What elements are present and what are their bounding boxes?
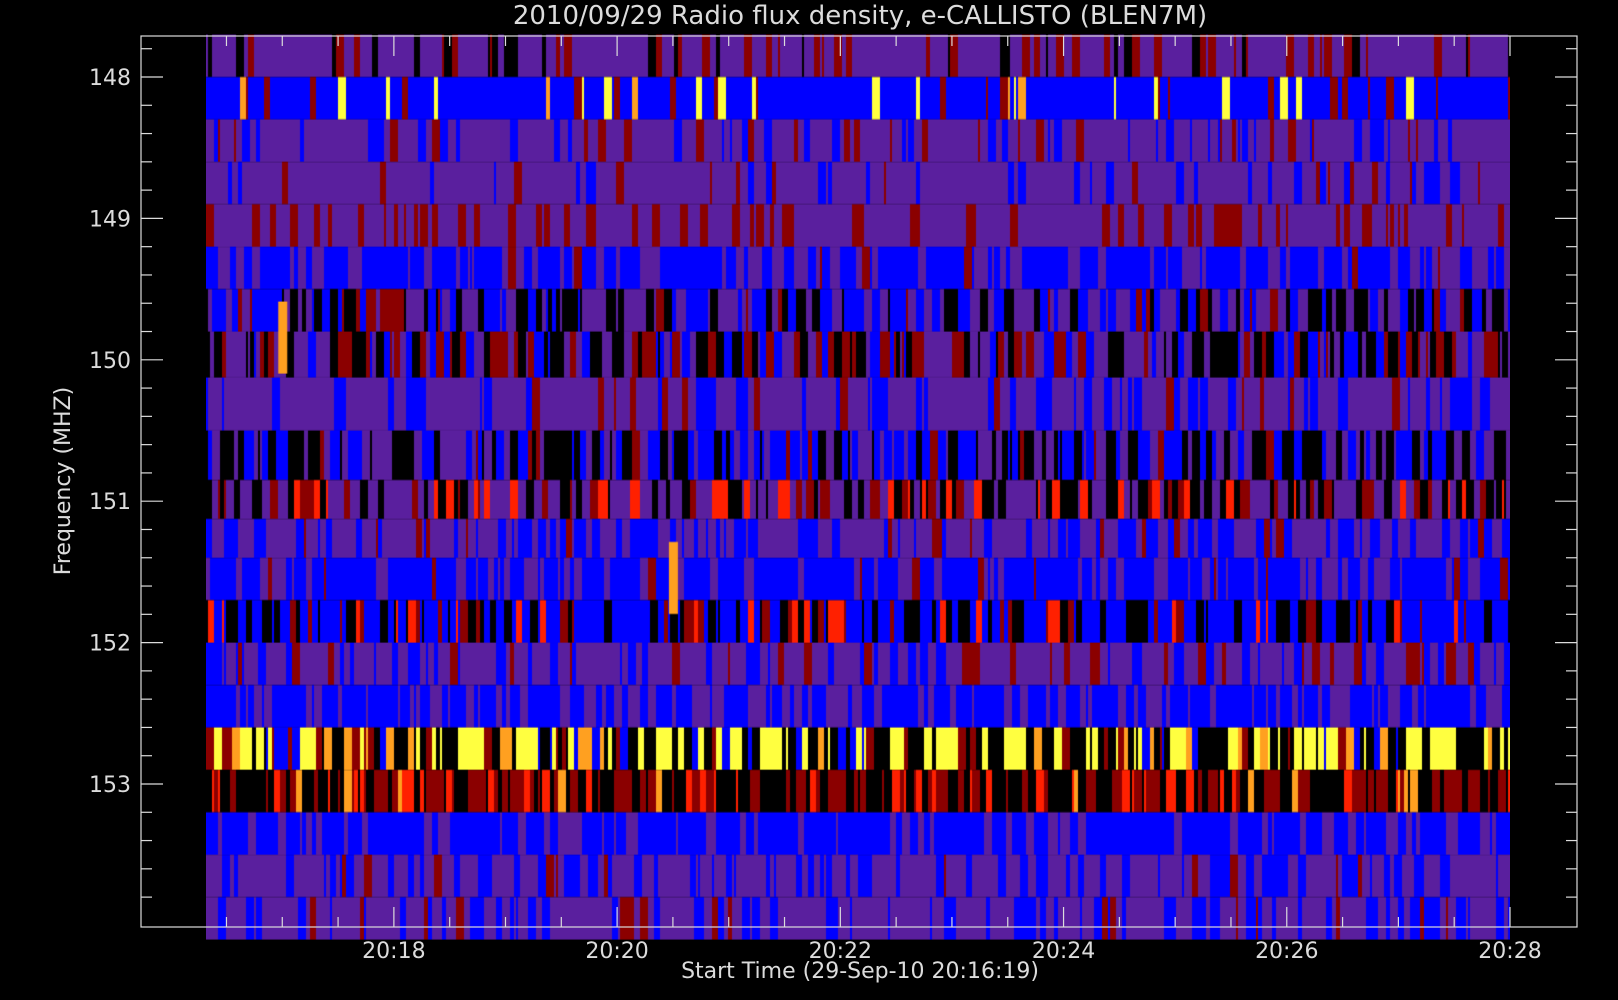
- x-tick-label: 20:20: [585, 939, 648, 964]
- y-tick-label: 149: [89, 207, 131, 232]
- y-tick-label: 148: [89, 66, 131, 91]
- axis-ticks: 20:18 20:20 20:22 20:24 20:26 20:28 148 149 150 1…: [89, 36, 1577, 964]
- y-tick-label: 153: [89, 773, 131, 798]
- x-axis-label: Start Time (29-Sep-10 20:16:19): [681, 959, 1039, 984]
- x-tick-label: 20:26: [1255, 939, 1318, 964]
- y-tick-label: 152: [89, 632, 131, 657]
- spectrogram-image: [206, 34, 1510, 940]
- heatmap-area: [206, 34, 1510, 940]
- chart-title: 2010/09/29 Radio flux density, e-CALLIST…: [513, 1, 1207, 31]
- y-axis-label: Frequency (MHZ): [51, 387, 76, 575]
- x-tick-label: 20:24: [1032, 939, 1095, 964]
- x-tick-label: 20:18: [362, 939, 425, 964]
- x-tick-label: 20:28: [1478, 939, 1541, 964]
- plot-frame: [140, 35, 1578, 928]
- y-tick-label: 150: [89, 349, 131, 374]
- y-tick-label: 151: [89, 490, 131, 515]
- x-tick-label: 20:22: [809, 939, 872, 964]
